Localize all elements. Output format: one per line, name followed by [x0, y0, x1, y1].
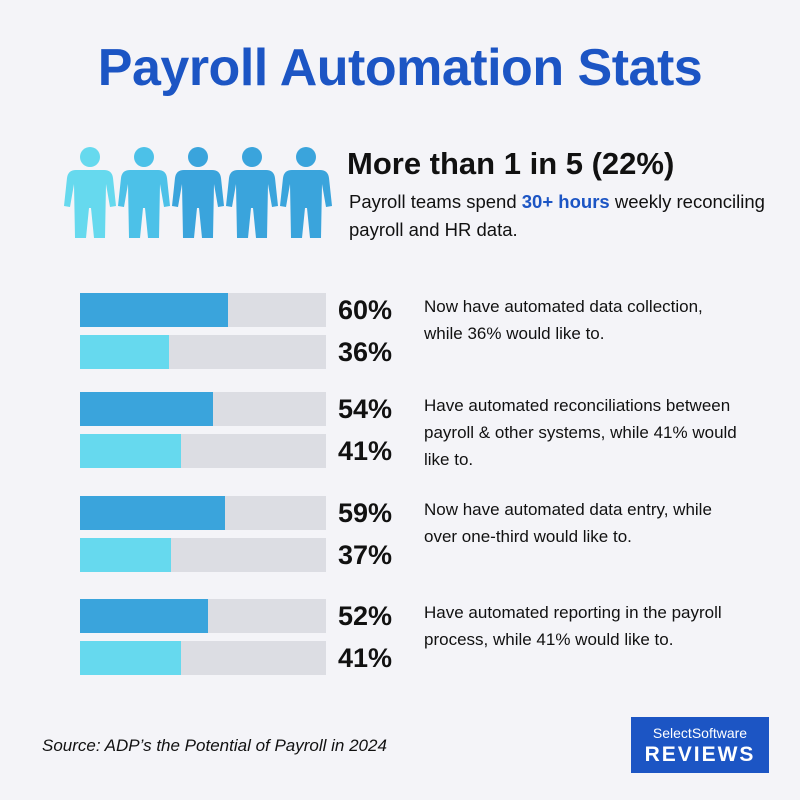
logo-line2: REVIEWS: [644, 743, 756, 766]
current-percent: 59%: [338, 498, 393, 528]
current-percent: 52%: [338, 601, 393, 631]
bar-current: [80, 496, 226, 530]
bar-would-like: [80, 641, 181, 675]
highlight-headline: More than 1 in 5 (22%): [347, 146, 675, 181]
logo-line1: SelectSoftware: [652, 725, 748, 741]
current-percent: 60%: [338, 295, 393, 325]
stat-group-reporting: 52% 41% Have automated reporting in the …: [0, 599, 800, 689]
bar-track: [80, 496, 326, 530]
stat-group-reconciliations: 54% 41% Have automated reconciliations b…: [0, 392, 800, 482]
person-icon: [118, 147, 170, 238]
stat-group-data-entry: 59% 37% Now have automated data entry, w…: [0, 496, 800, 586]
bar-current: [80, 599, 208, 633]
would-like-percent: 36%: [338, 337, 393, 367]
person-icon: [226, 147, 278, 238]
source-note: Source: ADP’s the Potential of Payroll i…: [42, 736, 387, 755]
would-like-percent: 37%: [338, 540, 393, 570]
subtext-start: Payroll teams spend: [349, 191, 522, 212]
brand-logo[interactable]: SelectSoftware REVIEWS: [631, 717, 769, 773]
stat-description: Now have automated data entry, while ove…: [424, 500, 712, 546]
bar-track: [80, 293, 326, 327]
person-icon: [172, 147, 224, 238]
bar-track: [80, 538, 326, 572]
highlight-subtext: Payroll teams spend 30+ hours weekly rec…: [349, 188, 769, 244]
people-figures: [64, 146, 334, 242]
subtext-end: weekly reconciling payroll and HR data.: [349, 191, 765, 240]
bar-track: [80, 335, 326, 369]
bar-current: [80, 293, 228, 327]
bar-would-like: [80, 335, 169, 369]
person-icon: [64, 147, 116, 238]
stat-description: Have automated reporting in the payroll …: [424, 603, 722, 649]
bar-track: [80, 599, 326, 633]
stat-group-data-collection: 60% 36% Now have automated data collecti…: [0, 293, 800, 383]
bar-would-like: [80, 434, 181, 468]
bar-track: [80, 641, 326, 675]
current-percent: 54%: [338, 394, 393, 424]
stat-description: Have automated reconciliations between p…: [424, 396, 737, 469]
would-like-percent: 41%: [338, 436, 393, 466]
page-title: Payroll Automation Stats: [97, 39, 703, 97]
bar-current: [80, 392, 213, 426]
would-like-percent: 41%: [338, 643, 393, 673]
bar-track: [80, 434, 326, 468]
bar-track: [80, 392, 326, 426]
subtext-emphasis: 30+ hours: [521, 191, 610, 212]
bar-would-like: [80, 538, 172, 572]
person-icon: [280, 147, 332, 238]
stat-description: Now have automated data collection, whil…: [424, 297, 703, 343]
